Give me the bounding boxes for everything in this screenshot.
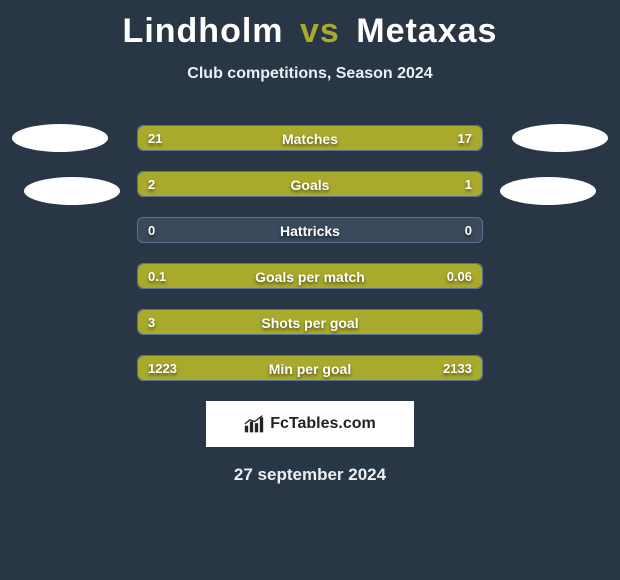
team-badge-left-2 bbox=[24, 177, 120, 205]
stat-row: 2 Goals 1 bbox=[137, 171, 483, 197]
brand-text: FcTables.com bbox=[270, 415, 376, 433]
stat-row: 3 Shots per goal bbox=[137, 309, 483, 335]
stat-value-right: 2133 bbox=[443, 356, 472, 381]
page-title: Lindholm vs Metaxas bbox=[0, 0, 620, 51]
stat-value-right: 0 bbox=[465, 218, 472, 243]
stats-container: 21 Matches 17 2 Goals 1 0 Hattricks 0 0.… bbox=[137, 125, 483, 381]
stat-row: 0 Hattricks 0 bbox=[137, 217, 483, 243]
player1-name: Lindholm bbox=[123, 12, 284, 50]
stat-row: 21 Matches 17 bbox=[137, 125, 483, 151]
stat-label: Hattricks bbox=[138, 218, 482, 243]
bar-chart-icon bbox=[244, 415, 264, 433]
player2-name: Metaxas bbox=[356, 12, 497, 50]
team-badge-left-1 bbox=[12, 124, 108, 152]
stat-row: 1223 Min per goal 2133 bbox=[137, 355, 483, 381]
stat-label: Min per goal bbox=[138, 356, 482, 381]
stat-value-right: 0.06 bbox=[447, 264, 472, 289]
stat-value-right: 17 bbox=[458, 126, 472, 151]
stat-label: Shots per goal bbox=[138, 310, 482, 335]
stat-row: 0.1 Goals per match 0.06 bbox=[137, 263, 483, 289]
stat-label: Matches bbox=[138, 126, 482, 151]
brand-box: FcTables.com bbox=[206, 401, 414, 447]
stat-value-right: 1 bbox=[465, 172, 472, 197]
subtitle: Club competitions, Season 2024 bbox=[0, 65, 620, 83]
stat-label: Goals bbox=[138, 172, 482, 197]
team-badge-right-1 bbox=[512, 124, 608, 152]
vs-separator: vs bbox=[300, 12, 340, 50]
stat-label: Goals per match bbox=[138, 264, 482, 289]
team-badge-right-2 bbox=[500, 177, 596, 205]
date-line: 27 september 2024 bbox=[0, 465, 620, 485]
